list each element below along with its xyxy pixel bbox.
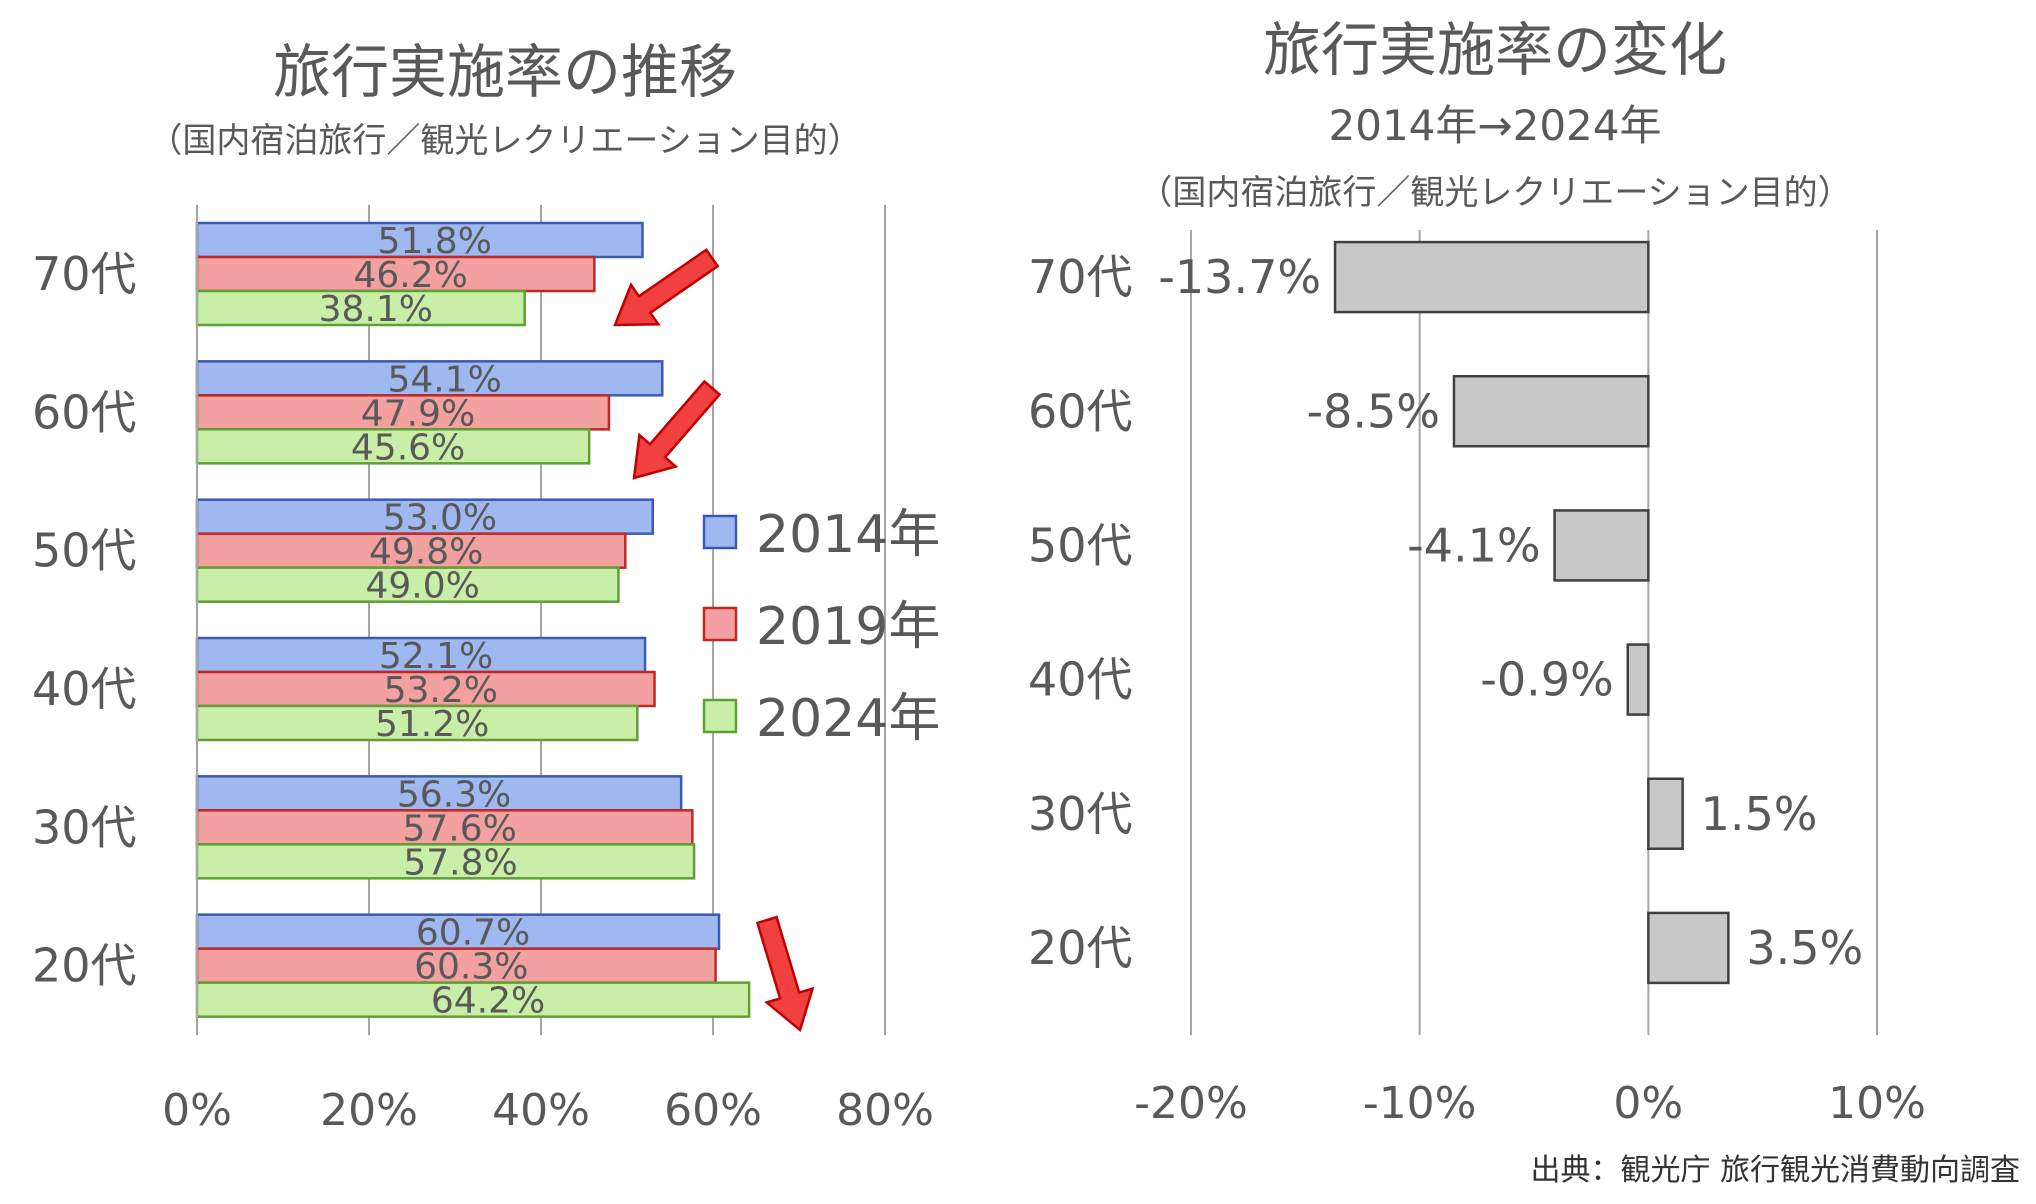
legend-swatch bbox=[702, 606, 738, 642]
left-bar bbox=[195, 981, 751, 1018]
left-bar-data-label: 46.2% bbox=[353, 255, 467, 296]
left-bar-data-label: 51.8% bbox=[378, 221, 492, 262]
right-x-tick-label: 10% bbox=[1828, 1078, 1926, 1129]
legend-label: 2024年 bbox=[756, 689, 940, 749]
right-chart-subtitle-period: 2014年→2024年 bbox=[1329, 101, 1662, 150]
left-bar-data-label: 54.1% bbox=[387, 359, 501, 400]
left-bar-data-label: 49.8% bbox=[369, 532, 483, 573]
left-bar bbox=[195, 636, 647, 674]
left-bar-data-label: 57.8% bbox=[403, 842, 517, 883]
legend-swatch bbox=[702, 514, 738, 550]
right-chart-subtitle: （国内宿泊旅行／観光レクリエーション目的） bbox=[1138, 173, 1851, 213]
left-bar-data-label: 47.9% bbox=[361, 393, 475, 434]
right-category-label: 40代 bbox=[1028, 653, 1133, 707]
left-bar bbox=[195, 566, 620, 603]
left-category-label: 20代 bbox=[32, 939, 137, 993]
left-bar-data-label: 57.6% bbox=[402, 808, 516, 849]
change-bar bbox=[1553, 509, 1650, 582]
left-chart-subtitle: （国内宿泊旅行／観光レクリエーション目的） bbox=[148, 121, 861, 161]
left-category-label: 30代 bbox=[32, 800, 137, 854]
left-bar-data-label: 64.2% bbox=[431, 981, 545, 1022]
right-chart-title: 旅行実施率の変化 bbox=[1263, 16, 1727, 84]
source-note: 出典：観光庁 旅行観光消費動向調査 bbox=[1530, 1153, 2020, 1188]
left-bar bbox=[195, 498, 655, 535]
left-bar bbox=[195, 394, 611, 431]
left-bar-data-label: 53.0% bbox=[383, 498, 497, 539]
left-bar-data-label: 52.1% bbox=[379, 636, 493, 677]
left-x-tick-label: 80% bbox=[836, 1085, 934, 1136]
right-x-tick-label: -10% bbox=[1363, 1078, 1477, 1129]
right-x-tick-label: -20% bbox=[1134, 1078, 1248, 1129]
left-bar-data-label: 60.3% bbox=[414, 947, 528, 988]
left-bar bbox=[195, 221, 644, 259]
left-bar-data-label: 45.6% bbox=[351, 427, 465, 468]
legend-label: 2014年 bbox=[756, 505, 940, 565]
change-data-label: -13.7% bbox=[1158, 250, 1321, 304]
right-plot-area: -20% -10% 0% 10% 70代 -13.7% 60代 -8.5% 50代 -4.1% 40… bbox=[1028, 230, 1926, 1129]
left-category-label: 50代 bbox=[32, 524, 137, 578]
left-category-label: 60代 bbox=[32, 385, 137, 439]
trend-arrow bbox=[632, 379, 722, 480]
right-x-tick-label: 0% bbox=[1613, 1078, 1683, 1129]
left-bar-data-label: 51.2% bbox=[375, 704, 489, 745]
change-bar bbox=[1333, 240, 1650, 314]
left-bar bbox=[195, 947, 717, 984]
left-bar bbox=[195, 360, 664, 397]
left-bar-data-label: 49.0% bbox=[366, 566, 480, 607]
trend-arrow bbox=[613, 248, 720, 327]
legend-label: 2019年 bbox=[756, 597, 940, 657]
trend-arrow bbox=[755, 915, 815, 1033]
right-category-label: 70代 bbox=[1028, 250, 1133, 304]
left-x-tick-label: 0% bbox=[162, 1085, 232, 1136]
change-data-label: 3.5% bbox=[1746, 921, 1863, 975]
right-category-label: 60代 bbox=[1028, 384, 1133, 438]
left-chart-title: 旅行実施率の推移 bbox=[273, 38, 737, 106]
legend-swatch bbox=[702, 698, 738, 734]
left-x-tick-label: 20% bbox=[320, 1085, 418, 1136]
change-data-label: 1.5% bbox=[1701, 787, 1818, 841]
right-category-label: 50代 bbox=[1028, 518, 1133, 572]
right-category-label: 20代 bbox=[1028, 921, 1133, 975]
right-category-label: 30代 bbox=[1028, 787, 1133, 841]
left-category-label: 40代 bbox=[32, 662, 137, 716]
change-bar bbox=[1647, 777, 1684, 850]
left-plot-area: 0% 20% 40% 60% 80% 70代 51.8%46.2%38.1% 60代 54.1%… bbox=[32, 205, 940, 1136]
left-x-tick-label: 60% bbox=[664, 1085, 762, 1136]
change-bar bbox=[1452, 375, 1650, 448]
left-bar bbox=[195, 704, 639, 742]
change-bar bbox=[1626, 643, 1650, 716]
change-data-label: -0.9% bbox=[1480, 653, 1613, 707]
left-bar bbox=[195, 843, 696, 880]
left-bar-data-label: 38.1% bbox=[319, 289, 433, 330]
left-bar-data-label: 56.3% bbox=[397, 774, 511, 815]
left-category-label: 70代 bbox=[32, 247, 137, 301]
left-bar-data-label: 60.7% bbox=[416, 913, 530, 954]
left-x-tick-label: 40% bbox=[492, 1085, 590, 1136]
trend-arrows bbox=[613, 248, 815, 1033]
change-data-label: -4.1% bbox=[1407, 518, 1540, 572]
left-bar bbox=[195, 428, 591, 465]
change-bar bbox=[1647, 911, 1730, 985]
left-bar bbox=[195, 809, 694, 846]
left-bar-data-label: 53.2% bbox=[384, 670, 498, 711]
change-data-label: -8.5% bbox=[1306, 384, 1439, 438]
